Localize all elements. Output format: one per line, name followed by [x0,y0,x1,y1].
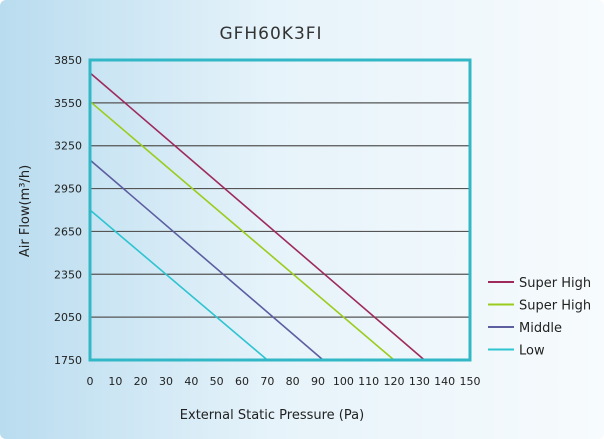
x-tick-label-110: 110 [358,375,379,388]
legend-label-3: Low [519,344,545,359]
x-tick-label-140: 140 [434,375,455,388]
y-axis-label: Air Flow(m³/h) [18,165,33,257]
x-tick-label-80: 80 [286,375,300,388]
y-tick-label-1750: 1750 [54,354,82,367]
x-tick-label-70: 70 [260,375,274,388]
series-line-2 [89,159,324,361]
y-tick-label-2650: 2650 [54,225,82,238]
legend-label-0: Super High [519,276,591,291]
x-tick-label-60: 60 [235,375,249,388]
legend-label-2: Middle [519,321,562,336]
x-tick-label-10: 10 [108,375,122,388]
x-tick-label-40: 40 [184,375,198,388]
x-tick-label-50: 50 [210,375,224,388]
chart-title: GFH60K3FI [219,24,322,44]
plot-border [88,58,472,362]
series-line-0 [89,72,425,361]
x-axis-label: External Static Pressure (Pa) [180,408,364,423]
legend-label-1: Super High [519,299,591,314]
y-tick-label-2950: 2950 [54,183,82,196]
series-line-1 [89,100,395,361]
y-tick-label-3550: 3550 [54,97,82,110]
x-tick-label-30: 30 [159,375,173,388]
x-tick-label-100: 100 [333,375,354,388]
x-tick-label-20: 20 [134,375,148,388]
x-tick-label-0: 0 [87,375,94,388]
x-tick-label-90: 90 [311,375,325,388]
series-line-3 [89,209,268,361]
y-tick-label-3850: 3850 [54,54,82,67]
x-tick-label-120: 120 [384,375,405,388]
y-tick-label-2350: 2350 [54,268,82,281]
y-tick-label-3250: 3250 [54,140,82,153]
y-tick-label-2050: 2050 [54,311,82,324]
x-tick-label-130: 130 [409,375,430,388]
legend: Super High Super High Middle Low [488,276,591,359]
x-tick-label-150: 150 [460,375,481,388]
